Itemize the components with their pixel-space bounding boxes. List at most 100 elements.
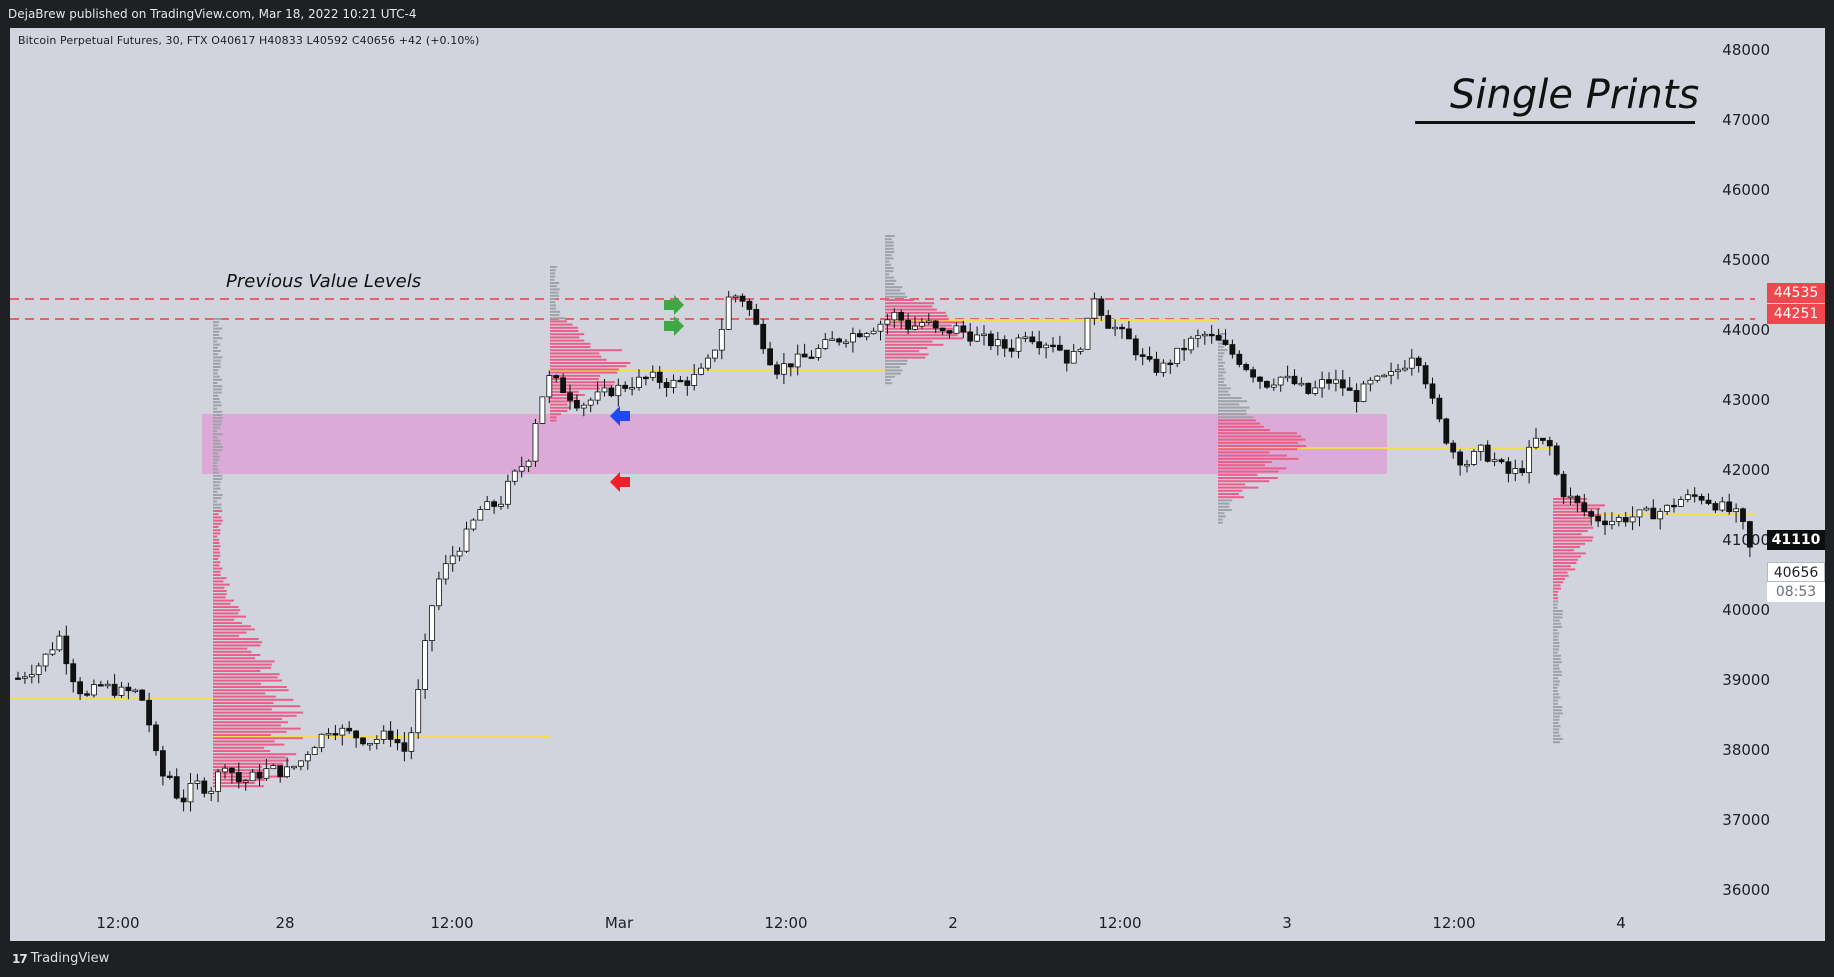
candle[interactable] bbox=[1022, 331, 1029, 343]
candle[interactable] bbox=[235, 762, 242, 789]
candle[interactable] bbox=[1043, 342, 1049, 359]
candle[interactable] bbox=[1333, 369, 1339, 392]
candle[interactable] bbox=[291, 765, 297, 770]
candle[interactable] bbox=[1595, 508, 1601, 528]
candle[interactable] bbox=[1222, 329, 1229, 346]
candle[interactable] bbox=[1643, 506, 1650, 512]
candle[interactable] bbox=[863, 331, 870, 341]
candle[interactable] bbox=[656, 365, 663, 389]
candle[interactable] bbox=[1477, 444, 1484, 461]
candle[interactable] bbox=[518, 456, 525, 478]
candle[interactable] bbox=[1270, 378, 1277, 391]
candle[interactable] bbox=[1671, 498, 1677, 513]
candle[interactable] bbox=[1284, 365, 1291, 382]
candle[interactable] bbox=[373, 735, 380, 750]
candle[interactable] bbox=[801, 343, 808, 358]
candle[interactable] bbox=[249, 769, 256, 782]
candle[interactable] bbox=[994, 331, 1001, 356]
previous-value-levels-label[interactable]: Previous Value Levels bbox=[226, 271, 422, 292]
candle[interactable] bbox=[1091, 292, 1098, 326]
candle[interactable] bbox=[1036, 330, 1043, 355]
candle[interactable] bbox=[808, 350, 815, 359]
candle[interactable] bbox=[856, 329, 863, 338]
candle[interactable] bbox=[1726, 493, 1733, 515]
candle[interactable] bbox=[1264, 380, 1270, 389]
candle[interactable] bbox=[284, 757, 291, 779]
candle[interactable] bbox=[1167, 359, 1174, 374]
candle[interactable] bbox=[760, 318, 767, 354]
candle[interactable] bbox=[787, 363, 794, 377]
candle[interactable] bbox=[850, 327, 856, 353]
candle[interactable] bbox=[484, 495, 491, 510]
candle[interactable] bbox=[1105, 309, 1112, 329]
candle[interactable] bbox=[698, 363, 704, 376]
candle[interactable] bbox=[636, 369, 642, 391]
candle[interactable] bbox=[1533, 427, 1539, 450]
candle[interactable] bbox=[774, 361, 780, 380]
candle[interactable] bbox=[677, 376, 684, 383]
candle[interactable] bbox=[442, 554, 449, 585]
candle[interactable] bbox=[1567, 487, 1574, 506]
candle[interactable] bbox=[104, 680, 111, 689]
candle[interactable] bbox=[1471, 449, 1477, 467]
candle[interactable] bbox=[932, 319, 939, 334]
candle[interactable] bbox=[1450, 440, 1457, 459]
candle[interactable] bbox=[622, 381, 629, 393]
candle[interactable] bbox=[35, 662, 42, 684]
candle[interactable] bbox=[97, 680, 104, 687]
candle[interactable] bbox=[1367, 377, 1374, 392]
symbol-info-line[interactable]: Bitcoin Perpetual Futures, 30, FTX O4061… bbox=[18, 34, 480, 47]
candle[interactable] bbox=[1057, 335, 1063, 352]
candle[interactable] bbox=[794, 344, 801, 376]
candle[interactable] bbox=[1581, 493, 1588, 517]
candle[interactable] bbox=[705, 354, 711, 371]
candle[interactable] bbox=[1119, 323, 1125, 339]
candle[interactable] bbox=[1443, 417, 1450, 446]
candle[interactable] bbox=[1519, 460, 1526, 476]
candle[interactable] bbox=[643, 375, 649, 386]
candle[interactable] bbox=[1312, 380, 1319, 396]
candle[interactable] bbox=[1181, 338, 1187, 361]
candle[interactable] bbox=[256, 764, 263, 787]
candle[interactable] bbox=[553, 374, 560, 383]
candle[interactable] bbox=[1277, 376, 1284, 392]
candle[interactable] bbox=[242, 779, 249, 791]
candle[interactable] bbox=[1201, 331, 1208, 345]
candle[interactable] bbox=[222, 764, 228, 779]
candle[interactable] bbox=[1560, 470, 1567, 505]
candle[interactable] bbox=[587, 397, 594, 413]
candle[interactable] bbox=[394, 729, 401, 751]
candle[interactable] bbox=[1388, 362, 1394, 385]
candle[interactable] bbox=[1429, 377, 1436, 404]
candle[interactable] bbox=[318, 733, 325, 753]
candle[interactable] bbox=[180, 789, 187, 812]
candle[interactable] bbox=[670, 374, 677, 394]
candle[interactable] bbox=[132, 688, 139, 694]
price-chart[interactable]: 48000 47000 46000 45000 44000 43000 4200… bbox=[10, 28, 1825, 941]
candle[interactable] bbox=[629, 377, 635, 396]
candle[interactable] bbox=[905, 313, 911, 335]
candle[interactable] bbox=[974, 326, 980, 343]
candle[interactable] bbox=[422, 633, 429, 699]
candle[interactable] bbox=[919, 317, 925, 329]
candle[interactable] bbox=[1112, 319, 1118, 337]
candle[interactable] bbox=[408, 727, 415, 760]
candle[interactable] bbox=[49, 642, 56, 656]
candle[interactable] bbox=[1629, 506, 1636, 531]
chart-pane[interactable]: Bitcoin Perpetual Futures, 30, FTX O4061… bbox=[10, 28, 1825, 941]
candle[interactable] bbox=[1250, 366, 1256, 383]
candle[interactable] bbox=[1422, 362, 1429, 389]
candle[interactable] bbox=[891, 308, 898, 329]
candle[interactable] bbox=[898, 309, 905, 329]
candle[interactable] bbox=[1243, 362, 1250, 372]
candle[interactable] bbox=[1291, 369, 1298, 386]
candle[interactable] bbox=[1139, 348, 1146, 366]
candle[interactable] bbox=[1001, 335, 1008, 358]
candle[interactable] bbox=[1188, 335, 1194, 354]
candle[interactable] bbox=[1070, 344, 1077, 364]
candle[interactable] bbox=[56, 630, 63, 652]
candle[interactable] bbox=[1360, 381, 1367, 403]
candle[interactable] bbox=[173, 768, 180, 800]
candle[interactable] bbox=[1574, 494, 1581, 513]
candle[interactable] bbox=[449, 546, 456, 572]
